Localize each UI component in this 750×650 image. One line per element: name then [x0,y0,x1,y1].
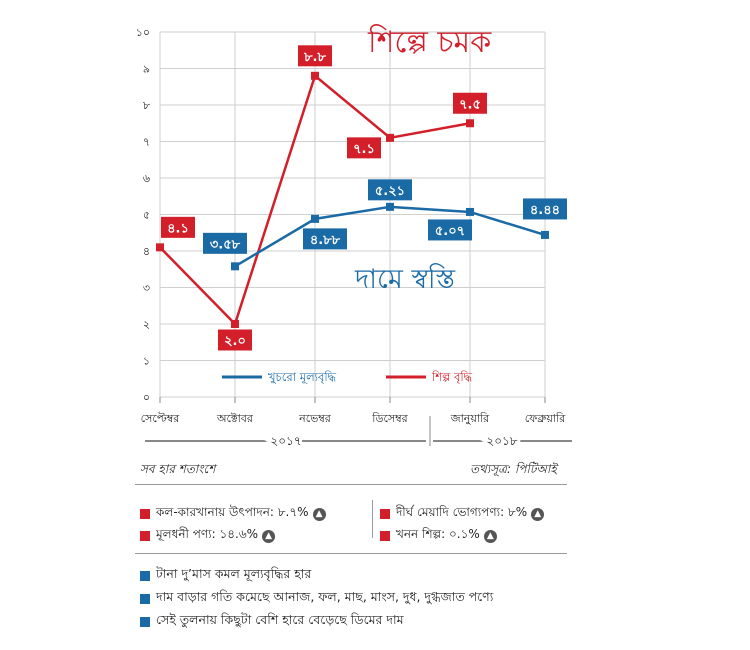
x-tick-label: সেপ্টেম্বর [141,412,181,425]
data-label-industry: ৭.১ [353,142,375,157]
red-square-icon [380,509,390,519]
bullet-item: সেই তুলনায় কিছুটা বেশি হারে বেড়েছে ডিম… [140,612,404,632]
red-square-icon [140,531,150,541]
stat-mining: খনন শিল্প: ০.১% ▲ [380,526,497,546]
blue-square-icon [140,617,150,627]
data-point-industry [466,119,474,128]
divider [135,484,567,485]
bullet-item: টানা দু’মাস কমল মূল্যবৃদ্ধির হার [140,566,311,586]
x-tick-label: নভেম্বর [298,412,332,425]
y-tick-label: ৩ [143,282,150,295]
y-tick-label: ১ [143,355,150,368]
up-arrow-icon: ▲ [483,529,497,543]
bullet-text: সেই তুলনায় কিছুটা বেশি হারে বেড়েছে ডিম… [156,612,404,627]
data-label-retail: ৪.৮৮ [310,233,341,248]
x-tick-label: ফেব্রুয়ারি [525,412,566,425]
stat-factory-output: কল-কারখানায় উৎপাদন: ৮.৭% ▲ [140,504,326,524]
y-tick-label: ৪ [143,245,150,258]
data-point-retail [466,207,474,216]
up-arrow-icon: ▲ [312,507,326,521]
year-label-2017: ২০১৭ [270,434,301,448]
stat-durables: দীর্ঘ মেয়াদি ভোগ্যপণ্য: ৮% ▲ [380,504,545,524]
y-tick-label: ৫ [143,209,150,222]
bullet-text: দাম বাড়ার গতি কমেছে আনাজ, ফল, মাছ, মাংস… [156,589,494,604]
data-point-retail [311,214,319,223]
y-tick-label: ৮ [143,99,150,112]
stat-label: দীর্ঘ মেয়াদি ভোগ্যপণ্য: ৮% [396,505,528,519]
divider [135,553,567,554]
data-label-industry: ৭.৫ [459,97,481,112]
data-label-retail: ৫.২১ [375,184,405,199]
red-square-icon [140,509,150,519]
data-point-retail [386,202,394,211]
data-label-box-industry [298,45,332,67]
data-label-box-industry [347,137,381,159]
bullet-text: টানা দু’মাস কমল মূল্যবৃদ্ধির হার [156,566,312,581]
stat-label: খনন শিল্প: ০.১% [396,527,480,541]
data-label-box-retail [203,232,247,254]
red-square-icon [380,531,390,541]
data-point-industry [231,320,239,328]
stat-label: মূলধনী পণ্য: ১৪.৬% [156,527,259,541]
stat-capital-goods: মূলধনী পণ্য: ১৪.৬% ▲ [140,526,276,546]
data-point-industry [386,133,394,142]
up-arrow-icon: ▲ [531,507,545,521]
up-arrow-icon: ▲ [262,529,276,543]
data-label-retail: ৪.৪৪ [530,203,560,218]
data-label-box-industry [453,92,487,114]
blue-square-icon [140,571,150,581]
data-label-box-retail [303,228,347,250]
stats-divider [372,500,373,538]
y-tick-label: ২ [143,318,150,331]
data-point-industry [156,243,164,252]
data-label-box-industry [218,329,252,351]
y-tick-label: ৭ [143,136,150,149]
y-tick-label: ১০ [136,26,150,39]
data-label-box-retail [428,219,472,241]
data-label-box-industry [161,216,195,238]
blue-square-icon [140,594,150,604]
data-label-industry: ৮.৮ [303,50,326,65]
data-point-retail [231,262,239,271]
data-label-box-retail [523,198,567,220]
x-tick-label: জানুয়ারি [450,412,490,425]
x-tick-label: ডিসেম্বর [371,412,408,425]
legend-label-retail: খুচরো মূল্যবৃদ্ধি [268,370,337,385]
data-label-industry: ৪.১ [167,221,189,236]
year-label-2018: ২০১৮ [486,434,517,448]
stat-label: কল-কারখানায় উৎপাদন: ৮.৭% [156,505,309,519]
data-point-retail [541,230,549,239]
chart-title-retail: দামে স্বস্তি [354,263,456,295]
source-note: তথ্যসূত্র: পিটিআই [470,462,557,476]
data-label-industry: ২.০ [224,334,246,349]
legend-label-industry: শিল্প বৃদ্ধি [431,370,473,385]
unit-note: সব হার শতাংশে [140,462,216,476]
y-tick-label: ৬ [143,172,150,185]
data-point-industry [311,71,319,80]
y-tick-label: ০ [143,391,150,404]
data-label-box-retail [368,179,412,201]
bullet-item: দাম বাড়ার গতি কমেছে আনাজ, ফল, মাছ, মাংস… [140,589,493,609]
x-tick-label: অক্টোবর [216,412,254,425]
y-tick-label: ৯ [143,63,150,76]
data-label-retail: ৩.৫৮ [210,237,241,252]
chart-title-industry: শিল্পে চমক [367,24,492,60]
data-label-retail: ৫.০৭ [435,224,465,239]
line-chart: ০ ১ ২ ৩ ৪ ৫ ৬ ৭ ৮ ৯ ১০ সেপ্টেম্বর অক্টোবর নভেম্বর ডিসে… [135,24,572,448]
